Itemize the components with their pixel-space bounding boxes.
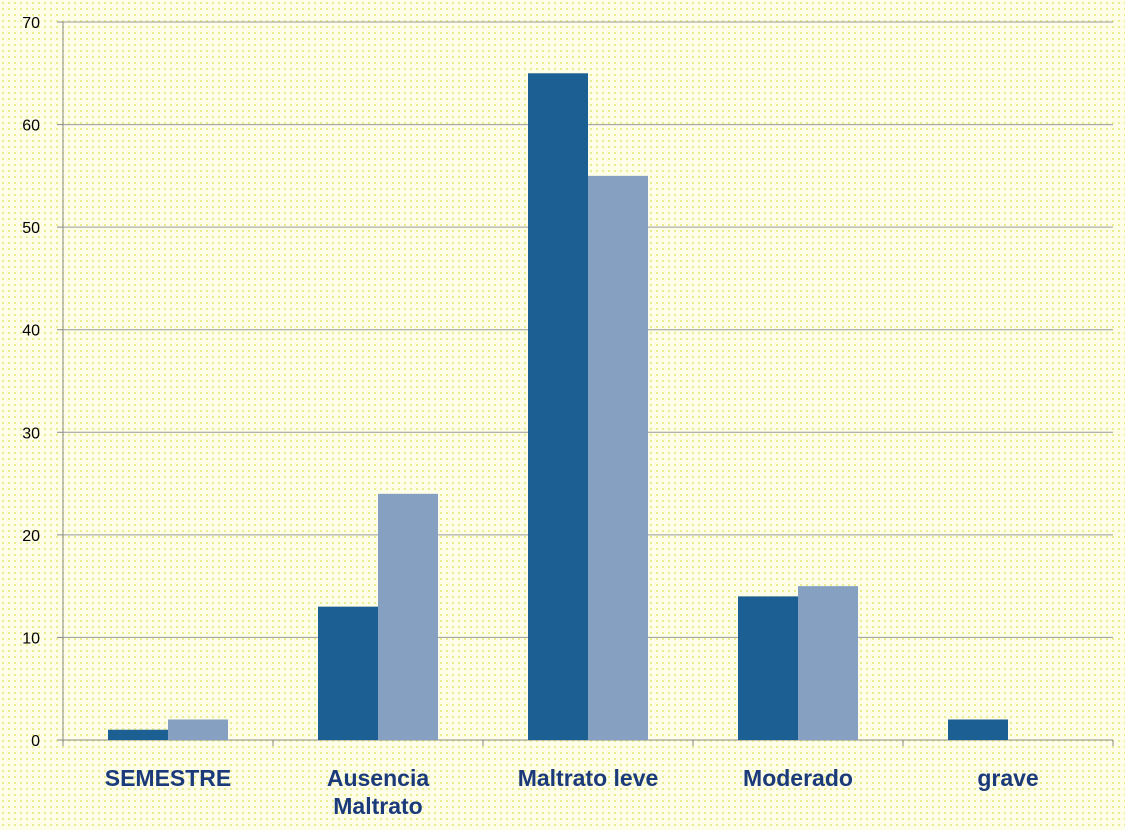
x-category-label-line: grave [977, 765, 1038, 791]
x-category-label-line: Maltrato leve [518, 765, 659, 791]
bar-series1-cat1 [108, 729, 168, 740]
y-tick-label: 30 [22, 425, 40, 442]
bar-series2-cat1 [168, 719, 228, 740]
y-tick-label: 60 [22, 118, 40, 135]
x-category-label: Moderado [743, 765, 853, 791]
x-category-label: Maltrato leve [518, 765, 659, 791]
y-tick-label: 20 [22, 528, 40, 545]
bar-series1-cat5 [948, 719, 1008, 740]
y-tick-label: 50 [22, 220, 40, 237]
x-category-label-line: Moderado [743, 765, 853, 791]
bar-series2-cat4 [798, 586, 858, 740]
bar-series1-cat2 [318, 606, 378, 740]
x-category-label-line: Ausencia [327, 765, 429, 791]
bar-series1-cat3 [528, 73, 588, 741]
x-category-label: Ausencia Maltrato [327, 765, 429, 819]
x-category-label-line: SEMESTRE [105, 765, 232, 791]
x-category-label: SEMESTRE [105, 765, 232, 791]
y-tick-label: 0 [31, 733, 40, 750]
bars [108, 73, 1008, 741]
bar-series2-cat2 [378, 493, 438, 740]
y-tick-label: 10 [22, 630, 40, 647]
bar-series2-cat3 [588, 175, 648, 740]
y-tick-label: 40 [22, 323, 40, 340]
y-tick-labels: 0 10 20 30 40 50 60 70 [22, 15, 40, 750]
x-category-labels: SEMESTRE Ausencia Maltrato Maltrato leve Mod… [105, 765, 1039, 819]
x-category-label-line: Maltrato [333, 793, 422, 819]
x-category-label: grave [977, 765, 1038, 791]
bar-series1-cat4 [738, 596, 798, 740]
y-tick-label: 70 [22, 15, 40, 32]
